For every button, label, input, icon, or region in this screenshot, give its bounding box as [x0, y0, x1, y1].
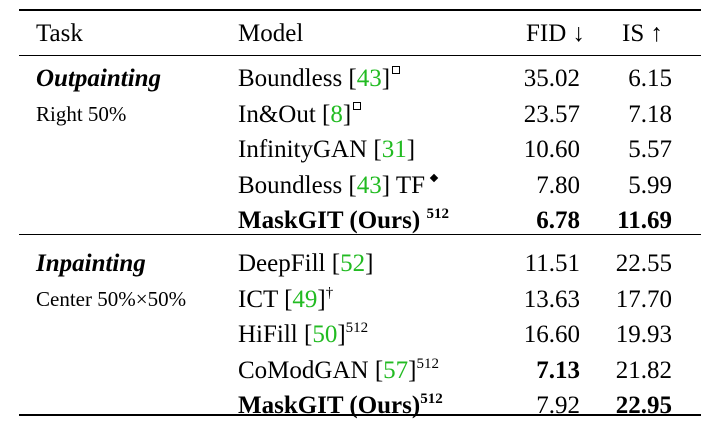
task-title: Inpainting: [36, 250, 146, 277]
table-header-rule: [19, 55, 701, 56]
model-name: In&Out [8]: [238, 101, 362, 128]
model-name: CoModGAN [57]512: [238, 356, 439, 384]
resolution-superscript: †: [325, 285, 334, 301]
model-name: InfinityGAN [31]: [238, 136, 416, 163]
citation-link: 8: [330, 101, 343, 128]
task-subtitle: Right 50%: [36, 102, 127, 126]
model-name: MaskGIT (Ours)512: [238, 391, 443, 419]
fid-value: 7.13: [536, 357, 580, 384]
table-group-rule: [19, 234, 701, 235]
citation-link: 49: [292, 286, 318, 313]
is-value: 22.95: [615, 392, 672, 419]
fid-value: 11.51: [524, 250, 580, 277]
is-value: 19.93: [615, 321, 672, 348]
citation-link: 52: [340, 250, 366, 277]
model-name: ICT [49]†: [238, 285, 334, 313]
is-value: 7.18: [628, 101, 672, 128]
fid-value: 10.60: [523, 136, 580, 163]
citation-link: 57: [383, 357, 409, 384]
fid-value: 35.02: [523, 65, 580, 92]
model-name: Boundless [43]: [238, 65, 401, 92]
resolution-superscript: 512: [426, 206, 449, 222]
citation-link: 43: [356, 172, 382, 199]
resolution-superscript: 512: [420, 391, 443, 407]
header-model: Model: [238, 20, 304, 47]
fid-value: 16.60: [523, 321, 580, 348]
square-marker-icon: [392, 66, 401, 74]
table-top-rule: [19, 9, 701, 11]
header-fid: FID ↓: [526, 20, 586, 47]
header-task: Task: [36, 20, 83, 47]
fid-value: 7.80: [536, 172, 580, 199]
model-name: MaskGIT (Ours) 512: [238, 206, 449, 234]
fid-value: 7.92: [536, 392, 580, 419]
task-subtitle: Center 50%×50%: [36, 287, 187, 311]
fid-value: 23.57: [523, 101, 580, 128]
square-marker-icon: [353, 102, 362, 110]
fid-value: 13.63: [523, 286, 580, 313]
is-value: 17.70: [615, 286, 672, 313]
citation-link: 31: [381, 136, 407, 163]
is-value: 6.15: [628, 65, 672, 92]
diamond-marker-icon: [429, 173, 439, 183]
model-name: Boundless [43] TF: [238, 172, 439, 199]
table-bottom-rule: [19, 414, 701, 416]
resolution-superscript: 512: [416, 356, 439, 372]
model-name: HiFill [50]512: [238, 320, 369, 348]
header-is: IS ↑: [622, 20, 663, 47]
resolution-superscript: 512: [345, 320, 369, 336]
fid-value: 6.78: [536, 207, 580, 234]
model-name: DeepFill [52]: [238, 250, 374, 277]
task-title: Outpainting: [36, 65, 162, 92]
is-value: 22.55: [615, 250, 672, 277]
citation-link: 50: [312, 321, 338, 348]
is-value: 21.82: [615, 357, 672, 384]
citation-link: 43: [356, 65, 382, 92]
is-value: 11.69: [617, 207, 672, 234]
is-value: 5.99: [628, 172, 672, 199]
is-value: 5.57: [628, 136, 672, 163]
